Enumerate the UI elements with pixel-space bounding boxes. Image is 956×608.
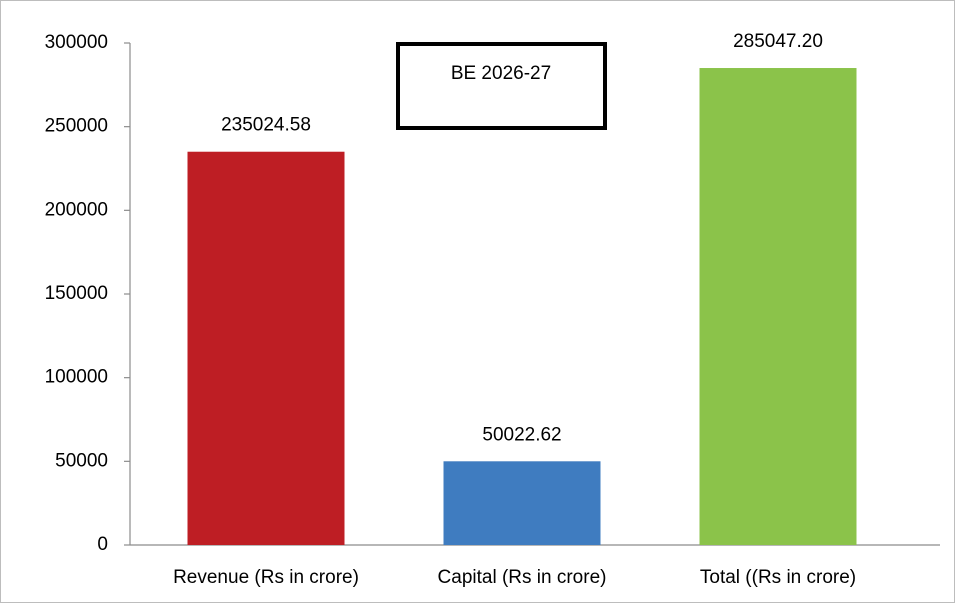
y-tick-label: 0 [97,534,108,555]
annotation-box [396,42,607,130]
x-tick-label: Revenue (Rs in crore) [173,567,359,588]
y-tick-label: 100000 [45,367,108,388]
data-label: 50022.62 [482,424,561,445]
annotation: BE 2026-27 [451,63,551,84]
data-label: 285047.20 [733,31,823,52]
y-tick-label: 300000 [45,32,108,53]
y-tick-label: 50000 [55,450,108,471]
y-tick-label: 250000 [45,116,108,137]
y-tick-label: 150000 [45,283,108,304]
y-tick-label: 200000 [45,199,108,220]
bar [699,68,857,545]
bar [443,461,601,545]
x-tick-label: Total ((Rs in crore) [700,567,856,588]
x-tick-label: Capital (Rs in crore) [438,567,607,588]
data-label: 235024.58 [221,115,311,136]
bar [187,151,345,546]
